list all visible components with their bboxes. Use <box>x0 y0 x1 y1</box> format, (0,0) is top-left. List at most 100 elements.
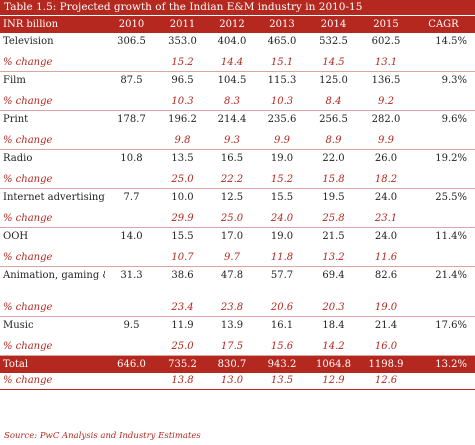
change-row: % change 15.2 14.4 15.1 14.5 13.1 <box>0 54 475 72</box>
change-cell: 25.0 <box>207 210 257 228</box>
value-cell: 7.7 <box>123 192 140 203</box>
value-cell: 646.0 <box>105 355 158 373</box>
table-row: Animation, gaming & VFX 31.3 38.6 47.8 57.7 6… <box>0 267 475 300</box>
change-row: % change 13.8 13.0 13.5 12.9 12.6 <box>0 373 475 390</box>
change-row: % change 29.9 25.0 24.0 25.8 23.1 <box>0 210 475 228</box>
value-cell: 10.0 <box>171 192 194 203</box>
change-cell: 20.6 <box>257 299 307 317</box>
value-cell: 19.0 <box>270 153 294 164</box>
value-cell: 18.4 <box>322 320 345 331</box>
empty-cell <box>412 299 475 317</box>
value-cell: 12.5 <box>220 192 244 203</box>
change-cell: 11.6 <box>360 249 412 267</box>
change-cell: 23.1 <box>360 210 412 228</box>
empty-cell <box>105 132 158 150</box>
change-cell: 8.3 <box>207 93 257 111</box>
header-cell: CAGR <box>412 16 475 33</box>
change-cell: 15.1 <box>257 54 307 72</box>
table-row: Television 306.5 353.0 404.0 465.0 532.5 602.5… <box>0 33 475 54</box>
empty-cell <box>105 299 158 317</box>
change-cell: 29.9 <box>158 210 207 228</box>
change-label: % change <box>0 132 105 150</box>
header-cell: 2013 <box>257 16 307 33</box>
value-cell: 830.7 <box>207 355 257 373</box>
value-cell: 87.5 <box>120 75 143 86</box>
change-cell: 12.9 <box>307 373 360 390</box>
source-note: Source: PwC Analysis and Industry Estima… <box>4 431 201 441</box>
value-cell: 353.0 <box>168 36 197 47</box>
empty-cell <box>412 54 475 72</box>
row-label: Music <box>3 320 34 331</box>
change-label: % change <box>0 210 105 228</box>
header-cell: 2014 <box>307 16 360 33</box>
change-cell: 24.0 <box>257 210 307 228</box>
value-cell: 21.4 <box>374 320 398 331</box>
value-cell: 465.0 <box>267 36 297 47</box>
change-cell: 10.3 <box>158 93 207 111</box>
table-row: Print 178.7 196.2 214.4 235.6 256.5 282.0 9.6% <box>0 111 475 133</box>
change-cell: 9.3 <box>207 132 257 150</box>
table-row: OOH 14.0 15.5 17.0 19.0 21.5 24.0 11.4% <box>0 228 475 250</box>
change-cell: 13.5 <box>257 373 307 390</box>
value-cell: 16.1 <box>270 320 294 331</box>
empty-cell <box>412 338 475 356</box>
empty-cell <box>105 338 158 356</box>
value-cell: 96.5 <box>171 75 194 86</box>
change-label: % change <box>0 338 105 356</box>
table-title: Table 1.5: Projected growth of the India… <box>0 0 475 15</box>
empty-cell <box>412 132 475 150</box>
change-label: % change <box>0 249 105 267</box>
value-cell: 282.0 <box>371 114 401 125</box>
value-cell: 13.9 <box>220 320 244 331</box>
change-label: % change <box>0 299 105 317</box>
value-cell: 532.5 <box>319 36 348 47</box>
row-label: Film <box>3 75 26 86</box>
table-row: Total 646.0 735.2 830.7 943.2 1064.8 1198.9 13.… <box>0 355 475 373</box>
value-cell: 1198.9 <box>360 355 412 373</box>
value-cell: 24.0 <box>374 231 398 242</box>
empty-cell <box>105 93 158 111</box>
header-cell: 2010 <box>105 16 158 33</box>
change-row: % change 25.0 22.2 15.2 15.8 18.2 <box>0 171 475 189</box>
value-cell: 1064.8 <box>307 355 360 373</box>
empty-cell <box>412 171 475 189</box>
value-cell: 69.4 <box>322 270 345 281</box>
change-cell: 15.2 <box>158 54 207 72</box>
change-cell: 25.0 <box>158 171 207 189</box>
empty-cell <box>412 373 475 390</box>
change-cell: 18.2 <box>360 171 412 189</box>
change-cell: 15.6 <box>257 338 307 356</box>
cagr-cell: 19.2% <box>435 153 467 164</box>
change-cell: 19.0 <box>360 299 412 317</box>
change-row: % change 10.3 8.3 10.3 8.4 9.2 <box>0 93 475 111</box>
cagr-cell: 9.6% <box>441 114 467 125</box>
table-row: Film 87.5 96.5 104.5 115.3 125.0 136.5 9.3% <box>0 72 475 94</box>
value-cell: 15.5 <box>171 231 194 242</box>
cagr-cell: 21.4% <box>435 270 467 281</box>
change-cell: 25.0 <box>158 338 207 356</box>
empty-cell <box>105 171 158 189</box>
change-cell: 17.5 <box>207 338 257 356</box>
value-cell: 178.7 <box>117 114 146 125</box>
change-cell: 9.9 <box>360 132 412 150</box>
row-label: OOH <box>3 231 29 242</box>
change-cell: 11.8 <box>257 249 307 267</box>
change-cell: 15.8 <box>307 171 360 189</box>
value-cell: 602.5 <box>371 36 401 47</box>
change-cell: 13.2 <box>307 249 360 267</box>
value-cell: 136.5 <box>371 75 401 86</box>
table-row: Internet advertising 7.7 10.0 12.5 15.5 19.5 2… <box>0 189 475 211</box>
header-cell: 2015 <box>360 16 412 33</box>
empty-cell <box>412 210 475 228</box>
value-cell: 13.5 <box>171 153 194 164</box>
change-cell: 8.9 <box>307 132 360 150</box>
change-label: % change <box>0 373 105 390</box>
change-cell: 14.2 <box>307 338 360 356</box>
empty-cell <box>105 210 158 228</box>
row-label: Television <box>3 36 54 47</box>
change-cell: 14.5 <box>307 54 360 72</box>
value-cell: 735.2 <box>158 355 207 373</box>
change-cell: 9.8 <box>158 132 207 150</box>
change-row: % change 23.4 23.8 20.6 20.3 19.0 <box>0 299 475 317</box>
